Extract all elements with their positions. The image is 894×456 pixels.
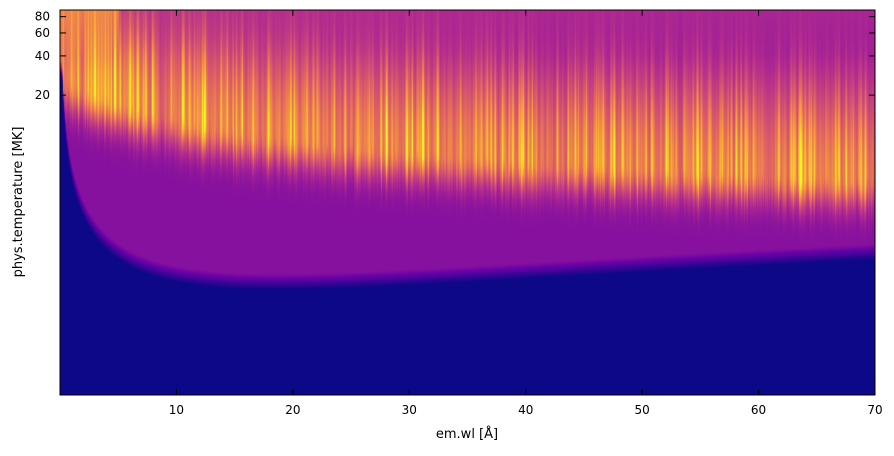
plot-area — [60, 10, 875, 395]
y-tick-label: 40 — [35, 49, 50, 63]
x-tick-label: 40 — [518, 403, 533, 417]
y-axis-label: phys.temperature [MK] — [11, 127, 26, 278]
x-axis: 10 20 30 40 50 60 70 — [169, 10, 883, 417]
x-axis-label: em.wl [Å] — [436, 426, 498, 442]
x-tick-label: 60 — [751, 403, 766, 417]
plot-frame — [59, 9, 876, 396]
y-axis: 20 40 60 80 — [35, 10, 875, 102]
y-tick-label: 60 — [35, 26, 50, 40]
heatmap-raster — [60, 10, 875, 395]
x-tick-label: 70 — [867, 403, 882, 417]
y-tick-label: 80 — [35, 10, 50, 24]
x-tick-label: 20 — [285, 403, 300, 417]
x-tick-label: 30 — [402, 403, 417, 417]
x-tick-label: 10 — [169, 403, 184, 417]
x-tick-label: 50 — [635, 403, 650, 417]
y-tick-label: 20 — [35, 88, 50, 102]
